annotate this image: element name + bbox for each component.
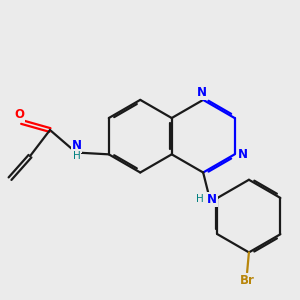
- Text: H: H: [73, 152, 80, 161]
- Text: N: N: [71, 139, 82, 152]
- Text: Br: Br: [240, 274, 254, 287]
- Text: H: H: [196, 194, 204, 204]
- Text: N: N: [238, 148, 248, 161]
- Text: O: O: [15, 108, 25, 122]
- Text: N: N: [207, 193, 217, 206]
- Text: N: N: [197, 86, 207, 99]
